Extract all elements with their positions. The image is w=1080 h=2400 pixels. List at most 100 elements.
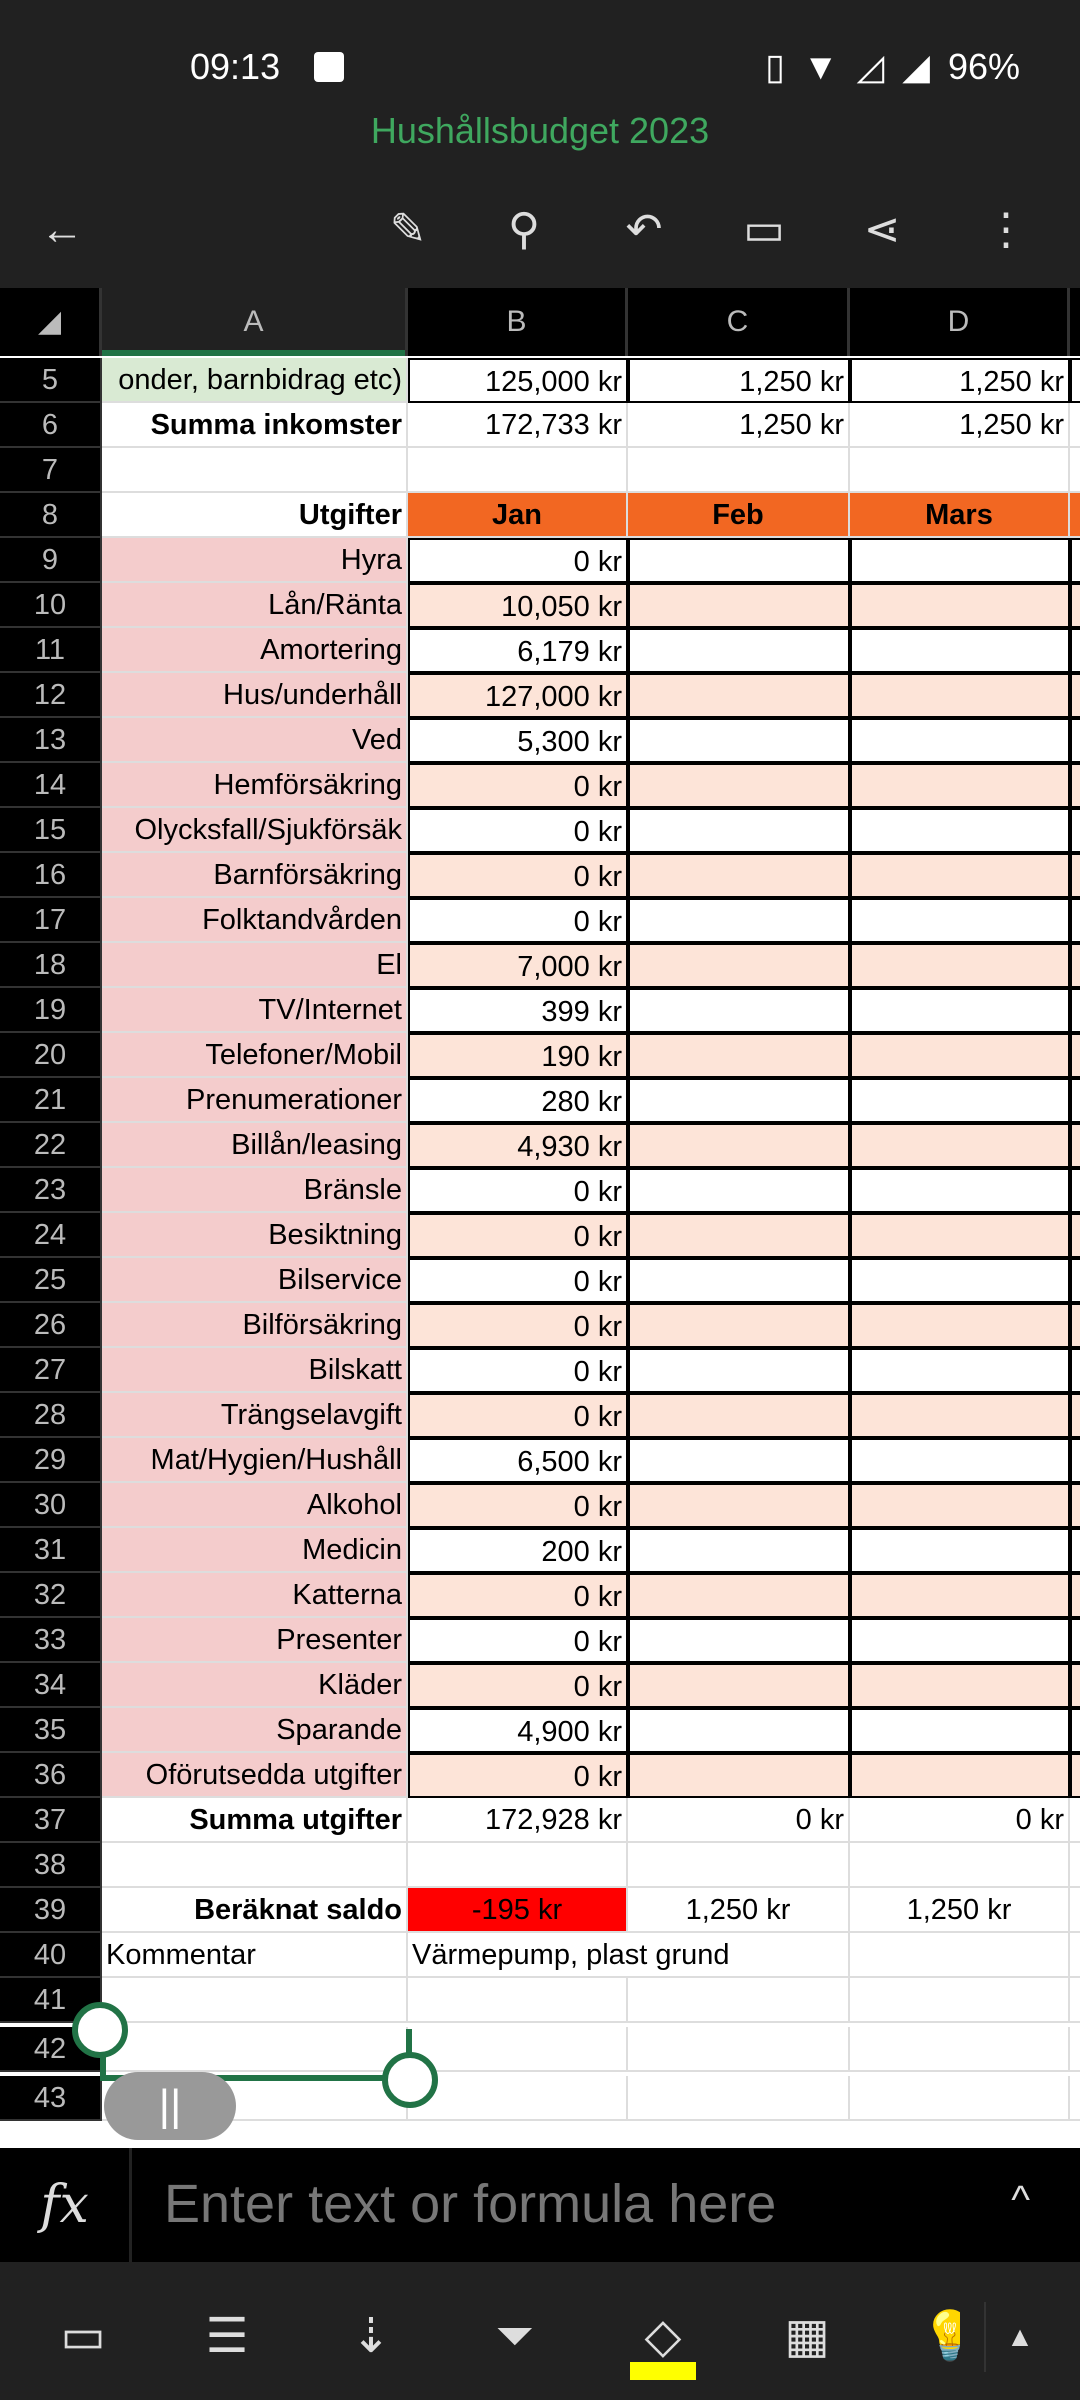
cell-a[interactable]: Billån/leasing: [102, 1123, 408, 1168]
cell-b[interactable]: 0 kr: [408, 1213, 628, 1258]
cell-a[interactable]: El: [102, 943, 408, 988]
row-header[interactable]: 11: [0, 628, 102, 673]
column-header-a[interactable]: A: [102, 288, 408, 356]
row-header[interactable]: 22: [0, 1123, 102, 1168]
cell-a[interactable]: Utgifter: [102, 493, 408, 538]
cell-c[interactable]: [628, 538, 850, 583]
cell-c[interactable]: [628, 1213, 850, 1258]
cell-a[interactable]: Beräknat saldo: [102, 1888, 408, 1933]
cell-d[interactable]: [850, 1168, 1070, 1213]
cell-a[interactable]: Lån/Ränta: [102, 583, 408, 628]
row-header[interactable]: 37: [0, 1798, 102, 1843]
cell-d[interactable]: [850, 1483, 1070, 1528]
cell-b[interactable]: 399 kr: [408, 988, 628, 1033]
cell-b[interactable]: 7,000 kr: [408, 943, 628, 988]
cell-b[interactable]: 0 kr: [408, 1483, 628, 1528]
cell-a[interactable]: Hus/underhåll: [102, 673, 408, 718]
cell-e[interactable]: [1070, 1753, 1080, 1798]
cell-a[interactable]: Bränsle: [102, 1168, 408, 1213]
row-header[interactable]: 5: [0, 358, 102, 403]
cell-a[interactable]: Hemförsäkring: [102, 763, 408, 808]
cell-e[interactable]: [1070, 1213, 1080, 1258]
more-icon[interactable]: ⋮: [984, 205, 1028, 254]
cell-a[interactable]: [102, 448, 408, 493]
cell-d[interactable]: [850, 1033, 1070, 1078]
row-header[interactable]: 10: [0, 583, 102, 628]
cell-d[interactable]: [850, 1258, 1070, 1303]
cell-d[interactable]: [850, 943, 1070, 988]
cell-a[interactable]: onder, barnbidrag etc): [102, 358, 408, 403]
cell-c[interactable]: [628, 718, 850, 763]
cell-d[interactable]: [850, 583, 1070, 628]
comment-icon[interactable]: ▭: [743, 205, 785, 254]
row-header[interactable]: 38: [0, 1843, 102, 1888]
cell-d[interactable]: [850, 1528, 1070, 1573]
row-header[interactable]: 41: [0, 1978, 102, 2023]
cell-a[interactable]: Barnförsäkring: [102, 853, 408, 898]
cell-d[interactable]: [850, 2027, 1070, 2072]
cell-a[interactable]: Prenumerationer: [102, 1078, 408, 1123]
cell-b[interactable]: [408, 2027, 628, 2072]
cell-b[interactable]: [408, 2076, 628, 2121]
cell-d[interactable]: [850, 1438, 1070, 1483]
cell-e[interactable]: [1070, 1168, 1080, 1213]
cell-e[interactable]: [1070, 718, 1080, 763]
row-header[interactable]: 17: [0, 898, 102, 943]
cell-c[interactable]: 1,250 kr: [628, 403, 850, 448]
cell-e[interactable]: [1070, 853, 1080, 898]
cell-b[interactable]: 6,500 kr: [408, 1438, 628, 1483]
cell-a[interactable]: Olycksfall/Sjukförsäk: [102, 808, 408, 853]
undo-icon[interactable]: ↶: [625, 205, 663, 254]
cell-b[interactable]: 4,900 kr: [408, 1708, 628, 1753]
formula-input[interactable]: [164, 2174, 964, 2234]
lightbulb-icon[interactable]: 💡: [920, 2310, 960, 2363]
row-header[interactable]: 8: [0, 493, 102, 538]
cell-e[interactable]: [1070, 673, 1080, 718]
cell-c[interactable]: [628, 673, 850, 718]
cell-e[interactable]: [1070, 1123, 1080, 1168]
cell-e[interactable]: [1070, 943, 1080, 988]
cell-e[interactable]: [1070, 1843, 1080, 1888]
row-header[interactable]: 23: [0, 1168, 102, 1213]
cell-e[interactable]: [1070, 403, 1080, 448]
cell-a[interactable]: Besiktning: [102, 1213, 408, 1258]
cell-e[interactable]: [1070, 1888, 1080, 1933]
cell-e[interactable]: [1070, 2076, 1080, 2121]
cell-d[interactable]: [850, 448, 1070, 493]
cell-b[interactable]: -195 kr: [408, 1888, 628, 1933]
cell-c[interactable]: [628, 1573, 850, 1618]
cell-d[interactable]: Mars: [850, 493, 1070, 538]
cell-d[interactable]: [850, 628, 1070, 673]
cell-d[interactable]: [850, 1708, 1070, 1753]
cell-a[interactable]: Bilservice: [102, 1258, 408, 1303]
cell-d[interactable]: [850, 1213, 1070, 1258]
cell-e[interactable]: [1070, 358, 1080, 403]
cell-a[interactable]: TV/Internet: [102, 988, 408, 1033]
cell-d[interactable]: [850, 1393, 1070, 1438]
cell-e[interactable]: [1070, 1528, 1080, 1573]
cell-a[interactable]: Summa utgifter: [102, 1798, 408, 1843]
cell-a[interactable]: Ved: [102, 718, 408, 763]
cell-b[interactable]: 0 kr: [408, 1258, 628, 1303]
cell-c[interactable]: [628, 1528, 850, 1573]
row-header[interactable]: 29: [0, 1438, 102, 1483]
cell-b[interactable]: Värmepump, plast grund: [408, 1933, 850, 1978]
cell-b[interactable]: 125,000 kr: [408, 358, 628, 403]
cell-a[interactable]: Folktandvården: [102, 898, 408, 943]
sheet-view-icon[interactable]: ▭: [60, 2310, 106, 2363]
row-header[interactable]: 33: [0, 1618, 102, 1663]
column-header-b[interactable]: B: [408, 288, 628, 356]
column-header-d[interactable]: D: [850, 288, 1070, 356]
cell-a[interactable]: Amortering: [102, 628, 408, 673]
cell-a[interactable]: [102, 1978, 408, 2023]
row-header[interactable]: 24: [0, 1213, 102, 1258]
cell-d[interactable]: [850, 2076, 1070, 2121]
cell-a[interactable]: Medicin: [102, 1528, 408, 1573]
cell-c[interactable]: [628, 853, 850, 898]
cell-d[interactable]: [850, 808, 1070, 853]
cell-d[interactable]: [850, 538, 1070, 583]
cell-a[interactable]: Mat/Hygien/Hushåll: [102, 1438, 408, 1483]
row-header[interactable]: 25: [0, 1258, 102, 1303]
cell-b[interactable]: 5,300 kr: [408, 718, 628, 763]
cell-d[interactable]: [850, 718, 1070, 763]
